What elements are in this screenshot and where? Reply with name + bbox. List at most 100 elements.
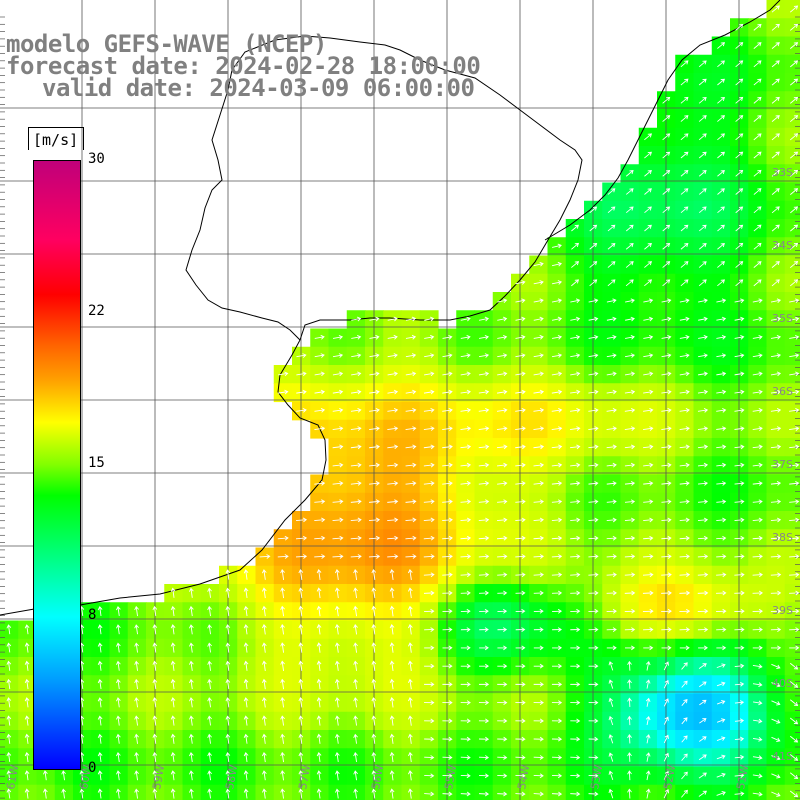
wind-arrow [515, 426, 526, 431]
wind-arrow [662, 279, 671, 287]
wind-arrow [697, 444, 709, 450]
wind-arrow [6, 697, 12, 708]
wind-arrow [752, 316, 763, 322]
wind-arrow [643, 316, 654, 322]
wind-arrow [606, 572, 617, 578]
wind-arrow [551, 554, 563, 559]
wind-arrow [608, 661, 614, 671]
wind-arrow [717, 151, 725, 159]
wind-arrow [423, 572, 435, 578]
wind-arrow [606, 499, 617, 505]
wind-arrow [423, 499, 435, 505]
wind-arrow [407, 733, 413, 744]
wind-arrow [6, 660, 12, 671]
wind-arrow [296, 389, 307, 395]
wind-arrow [515, 517, 526, 523]
wind-arrow [353, 770, 358, 781]
wind-arrow [387, 371, 398, 377]
wind-arrow [752, 791, 763, 797]
wind-arrow [387, 316, 398, 322]
wind-arrow [243, 605, 249, 617]
wind-arrow [681, 698, 688, 706]
wind-arrow [24, 660, 30, 671]
wind-cell [784, 200, 800, 220]
wind-arrow [6, 751, 12, 763]
wind-arrow [606, 334, 617, 340]
wind-arrow [588, 371, 599, 377]
wind-arrow [771, 224, 780, 232]
wind-arrow [697, 481, 709, 486]
wind-arrow [460, 627, 471, 632]
wind-arrow [571, 279, 580, 287]
wind-arrow [479, 627, 489, 632]
wind-arrow [350, 499, 362, 505]
wind-arrow [515, 736, 526, 742]
wind-arrow [350, 426, 362, 431]
latitude-label: 33S [772, 166, 793, 179]
wind-arrow [789, 42, 799, 49]
wind-arrow [188, 678, 194, 690]
wind-arrow [588, 590, 599, 596]
wind-arrow [259, 554, 271, 559]
wind-arrow [643, 371, 654, 377]
wind-arrow [424, 755, 435, 760]
wind-arrow [442, 407, 453, 413]
wind-arrow [424, 736, 435, 742]
wind-arrow [735, 151, 744, 159]
wind-arrow [335, 788, 340, 799]
wind-arrow [405, 462, 417, 468]
wind-arrow [316, 642, 322, 653]
wind-arrow [735, 42, 744, 49]
wind-arrow [389, 770, 395, 781]
wind-arrow [314, 426, 326, 431]
wind-arrow [681, 662, 688, 670]
wind-arrow [697, 426, 709, 431]
wind-arrow [460, 755, 471, 760]
wind-arrow [296, 407, 307, 413]
wind-arrow [405, 371, 417, 377]
wind-arrow [351, 353, 362, 358]
wind-arrow [387, 353, 398, 358]
wind-arrow [716, 371, 727, 377]
wind-arrow [353, 678, 358, 690]
wind-arrow [752, 608, 763, 614]
wind-cell [91, 784, 111, 800]
latitude-label: 34S [772, 239, 793, 252]
wind-arrow [716, 681, 726, 687]
wind-arrow [698, 334, 708, 340]
wind-arrow [734, 627, 745, 632]
wind-arrow [533, 681, 544, 687]
wind-arrow [734, 481, 745, 486]
wind-cell [547, 784, 567, 800]
wind-arrow [353, 788, 358, 799]
wind-arrow [207, 715, 212, 726]
wind-arrow [790, 206, 799, 214]
wind-arrow [424, 371, 435, 377]
wind-arrow [643, 426, 654, 431]
wind-arrow [407, 678, 413, 690]
wind-arrow [442, 572, 453, 578]
wind-arrow [697, 535, 709, 541]
wind-arrow [606, 608, 617, 614]
wind-arrow [734, 681, 745, 687]
wind-arrow [771, 755, 781, 761]
wind-arrow [789, 23, 799, 31]
wind-arrow [314, 353, 325, 358]
wind-arrow [460, 718, 471, 724]
wind-arrow [771, 261, 780, 269]
model-title: modelo GEFS-WAVE (NCEP) [6, 30, 327, 58]
wind-arrow [6, 642, 12, 653]
wind-arrow [387, 554, 399, 559]
wind-cell [784, 91, 800, 111]
wind-arrow [533, 353, 544, 358]
wind-arrow [225, 624, 231, 635]
wind-arrow [533, 535, 544, 541]
wind-arrow [625, 645, 636, 651]
wind-arrow [570, 755, 581, 760]
wind-arrow [478, 517, 490, 523]
wind-arrow [771, 663, 781, 670]
wind-arrow [314, 334, 325, 340]
wind-cell [784, 109, 800, 129]
wind-arrow [442, 645, 453, 651]
wind-arrow [698, 298, 708, 304]
